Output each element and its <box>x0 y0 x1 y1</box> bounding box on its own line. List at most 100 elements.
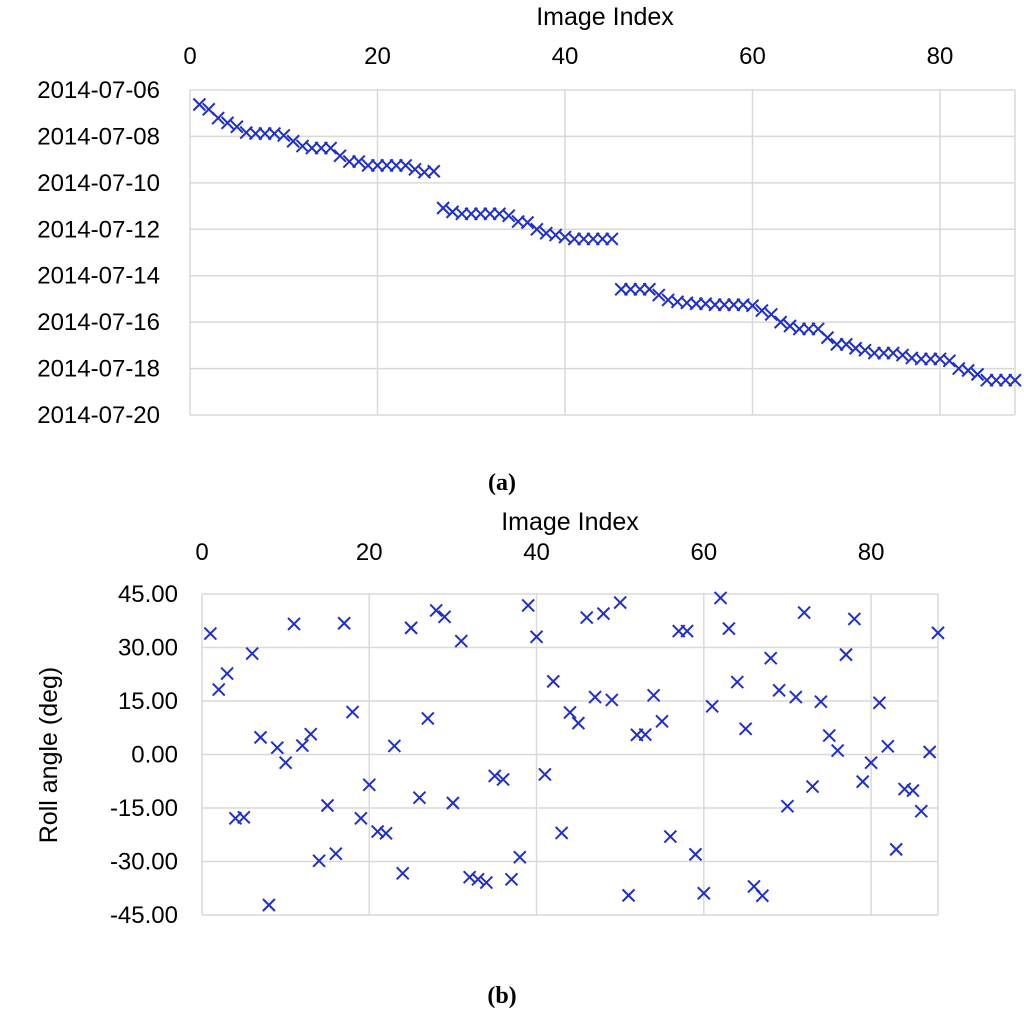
chart-b-point-stroke-b <box>906 783 920 798</box>
chart-b-point <box>387 739 402 753</box>
chart-b-point <box>922 745 937 759</box>
chart-b-point-stroke-b <box>370 824 385 839</box>
chart-b-point-stroke-b <box>856 774 870 789</box>
chart-b-point-stroke-b <box>513 850 527 864</box>
chart-b-point <box>379 826 393 841</box>
chart-b-point <box>437 610 452 624</box>
chart-b-point <box>814 695 828 709</box>
chart-a-point-stroke-b <box>961 363 975 378</box>
chart-b-point <box>471 872 485 887</box>
chart-a-point <box>398 158 413 173</box>
chart-b-point <box>320 798 335 813</box>
chart-b-y-tick-label: 15.00 <box>118 688 178 715</box>
chart-b-point-stroke-b <box>596 606 611 621</box>
chart-b-point <box>713 591 728 605</box>
chart-b-point-stroke-b <box>396 866 410 880</box>
chart-b-point <box>588 690 602 704</box>
chart-b-point-stroke-b <box>797 605 811 620</box>
chart-a-point <box>1008 373 1022 387</box>
chart-a-x-tick-label: 80 <box>927 43 954 70</box>
chart-a-point <box>277 128 291 143</box>
chart-a-y-tick-label: 2014-07-10 <box>37 170 160 197</box>
chart-b-point <box>287 617 301 631</box>
chart-b-point <box>454 634 468 648</box>
chart-b-point <box>245 646 259 661</box>
chart-b-point <box>755 889 770 903</box>
chart-b-point-stroke-b <box>496 772 510 787</box>
chart-a-point <box>764 307 778 322</box>
chart-b-point <box>304 727 318 741</box>
chart-a-gridlines <box>189 89 1016 416</box>
chart-b-point <box>212 682 226 697</box>
chart-a: 0 20 40 60 80 2014-07-06 2014-07-08 2014-07-10… <box>37 3 1022 496</box>
chart-b-point-stroke-b <box>287 617 301 631</box>
chart-b-point <box>337 616 351 630</box>
chart-b-point-stroke-b <box>822 728 836 743</box>
chart-a-point-stroke-b <box>230 120 244 134</box>
chart-b-point-stroke-b <box>638 727 652 742</box>
chart-b-point-stroke-b <box>462 870 477 884</box>
chart-a-point-stroke-b <box>942 354 957 368</box>
chart-b-point-stroke-b <box>805 779 820 794</box>
chart-b-point-stroke-b <box>680 624 694 638</box>
chart-a-point <box>773 315 788 329</box>
chart-b-point <box>563 705 577 720</box>
chart-a-y-tick-label: 2014-07-08 <box>37 123 160 150</box>
chart-b-point-stroke-b <box>362 778 376 792</box>
chart-b-point <box>663 829 678 844</box>
chart-b-point <box>370 824 385 839</box>
chart-b-point <box>220 666 234 681</box>
chart-b-point <box>872 696 887 710</box>
chart-b-point-stroke-b <box>814 695 828 709</box>
chart-a-point <box>530 222 544 236</box>
chart-a-points <box>192 97 1022 387</box>
chart-b-y-ticks: 45.00 30.00 15.00 0.00 -15.00 -30.00 -45.00 <box>110 581 178 929</box>
chart-b-point <box>906 783 920 798</box>
chart-a-point-stroke-b <box>398 158 413 173</box>
chart-a-point-stroke-b <box>764 307 778 322</box>
chart-b-point <box>504 872 519 887</box>
chart-a-point-stroke-b <box>1008 373 1022 387</box>
chart-b-x-tick-label: 0 <box>195 539 208 566</box>
chart-a-point <box>839 337 853 352</box>
chart-b-point <box>488 769 502 783</box>
chart-a-point-stroke-b <box>192 97 207 112</box>
chart-b-point-stroke-b <box>203 626 218 641</box>
chart-b-point <box>446 796 460 810</box>
chart-a-point <box>323 141 338 155</box>
chart-a-x-tick-label: 0 <box>183 43 196 70</box>
chart-b-point-stroke-b <box>688 847 703 862</box>
chart-b-point-stroke-b <box>521 598 535 613</box>
chart-a-point-stroke-b <box>755 303 769 318</box>
chart-a-y-tick-label: 2014-07-06 <box>37 77 160 104</box>
chart-a-point <box>895 348 910 362</box>
chart-b-point-stroke-b <box>253 730 268 745</box>
chart-a-point-stroke-b <box>895 348 910 362</box>
chart-b-point <box>203 626 218 641</box>
chart-a-point <box>745 298 760 313</box>
chart-b-x-tick-label: 60 <box>690 539 717 566</box>
chart-b-point-stroke-b <box>262 898 276 912</box>
chart-b-point <box>881 739 895 754</box>
chart-b-x-tick-label: 80 <box>858 539 885 566</box>
chart-b-point <box>479 875 494 890</box>
chart-b-point <box>262 898 276 912</box>
chart-b-point-stroke-b <box>755 889 770 903</box>
chart-b-point <box>780 799 795 813</box>
chart-b-point <box>638 727 652 742</box>
chart-b-point-stroke-b <box>881 739 895 754</box>
chart-b-point-stroke-b <box>220 666 234 681</box>
chart-b-gridlines <box>201 593 939 916</box>
chart-a-point-stroke-b <box>839 337 853 352</box>
chart-b-point <box>889 842 903 857</box>
chart-b-point-stroke-b <box>337 616 351 630</box>
chart-a-point-stroke-b <box>286 134 300 148</box>
chart-b-point <box>538 767 552 782</box>
chart-b-point <box>429 603 443 618</box>
chart-b-point-stroke-b <box>722 621 736 636</box>
chart-a-y-tick-label: 2014-07-16 <box>37 309 160 336</box>
chart-b-point <box>697 886 711 900</box>
chart-b-point-stroke-b <box>830 743 845 758</box>
chart-a-point-stroke-b <box>352 154 366 169</box>
chart-b-point-stroke-b <box>588 690 602 704</box>
